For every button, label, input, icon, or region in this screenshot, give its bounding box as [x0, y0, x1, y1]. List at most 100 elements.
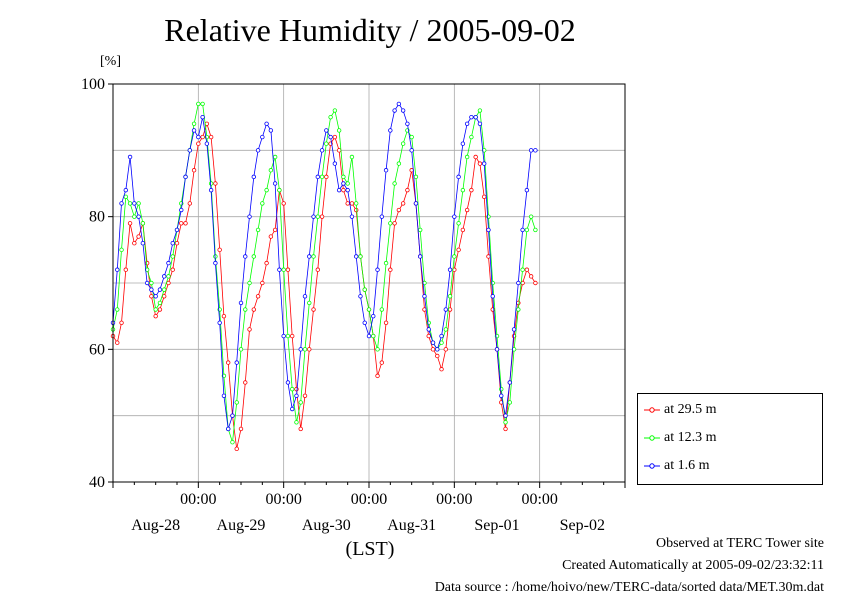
data-point — [123, 194, 128, 199]
x-time-label: 00:00 — [180, 491, 216, 508]
data-point — [191, 168, 197, 173]
data-point — [524, 187, 530, 193]
data-point — [349, 214, 355, 219]
footer-source: Data source : /home/hoivo/new/TERC-data/… — [434, 580, 824, 595]
data-point — [140, 221, 146, 226]
data-point — [200, 134, 205, 140]
data-point — [166, 274, 171, 279]
data-point — [294, 420, 299, 425]
data-point — [524, 227, 530, 233]
data-point — [375, 347, 380, 352]
data-point — [149, 294, 154, 299]
data-point — [400, 201, 406, 206]
data-point — [516, 280, 521, 286]
data-point — [516, 300, 521, 306]
data-point — [251, 307, 256, 312]
data-point — [379, 214, 384, 219]
data-point — [396, 101, 402, 107]
data-point — [204, 141, 210, 146]
data-point — [161, 287, 167, 292]
x-date-label: Aug-29 — [217, 517, 266, 534]
data-point — [426, 333, 431, 339]
footer-created: Created Automatically at 2005-09-02/23:3… — [562, 558, 824, 573]
data-point — [354, 207, 359, 213]
data-point — [469, 187, 474, 193]
data-point — [294, 393, 299, 398]
data-point — [486, 227, 491, 233]
data-point — [234, 360, 239, 365]
data-point — [170, 240, 175, 246]
data-point — [358, 254, 363, 259]
data-point — [268, 234, 274, 239]
data-point — [392, 108, 397, 113]
data-point — [383, 168, 389, 173]
data-point — [443, 347, 448, 352]
data-point — [392, 221, 397, 226]
data-point — [243, 254, 248, 259]
data-point — [409, 134, 414, 140]
data-point — [157, 287, 163, 292]
x-date-label: Aug-28 — [131, 517, 180, 534]
legend-label: at 1.6 m — [664, 458, 710, 473]
y-tick-label: 60 — [89, 341, 105, 358]
data-point — [191, 128, 197, 133]
data-point — [294, 386, 299, 392]
data-point — [161, 274, 167, 279]
data-point — [315, 267, 320, 272]
data-point — [349, 154, 355, 160]
data-point — [243, 307, 248, 312]
x-date-label: Aug-30 — [302, 517, 351, 534]
data-point — [127, 154, 133, 160]
data-point — [251, 174, 256, 180]
data-point — [336, 187, 342, 193]
legend-item-12-3m: at 12.3 m — [644, 428, 717, 448]
data-point — [264, 260, 269, 266]
x-time-label: 00:00 — [436, 491, 472, 508]
data-point — [383, 260, 389, 266]
data-point — [319, 148, 325, 153]
data-point — [533, 280, 538, 286]
data-point — [452, 254, 457, 259]
data-point — [311, 254, 316, 259]
data-point — [383, 320, 389, 325]
data-point — [166, 280, 171, 286]
data-point — [332, 134, 338, 140]
data-point — [187, 201, 192, 206]
data-point — [482, 161, 487, 166]
data-point — [328, 114, 333, 120]
data-point — [503, 420, 508, 425]
data-point — [336, 148, 342, 153]
data-point — [405, 187, 410, 193]
data-point — [307, 300, 312, 306]
data-point — [247, 327, 252, 332]
data-point — [221, 313, 227, 319]
data-point — [132, 240, 137, 246]
data-point — [439, 333, 444, 339]
x-date-label: Aug-31 — [387, 517, 436, 534]
data-point — [447, 267, 453, 272]
data-point — [311, 214, 316, 219]
data-point — [477, 108, 483, 113]
data-point — [345, 187, 350, 193]
data-point — [332, 161, 338, 166]
data-point — [268, 128, 274, 133]
data-point — [255, 227, 261, 233]
data-point — [200, 101, 205, 107]
data-point — [460, 187, 466, 193]
data-point — [217, 320, 222, 325]
data-point — [375, 373, 380, 379]
data-point — [354, 201, 359, 206]
data-point — [371, 333, 376, 339]
data-point — [183, 174, 188, 180]
data-point — [456, 174, 461, 180]
data-point — [430, 347, 436, 352]
data-point — [290, 386, 295, 392]
data-point — [405, 121, 410, 126]
data-point — [469, 114, 474, 120]
data-point — [524, 267, 530, 272]
data-point — [161, 294, 167, 299]
data-point — [268, 168, 274, 173]
data-point — [456, 247, 461, 253]
data-point — [166, 260, 171, 266]
